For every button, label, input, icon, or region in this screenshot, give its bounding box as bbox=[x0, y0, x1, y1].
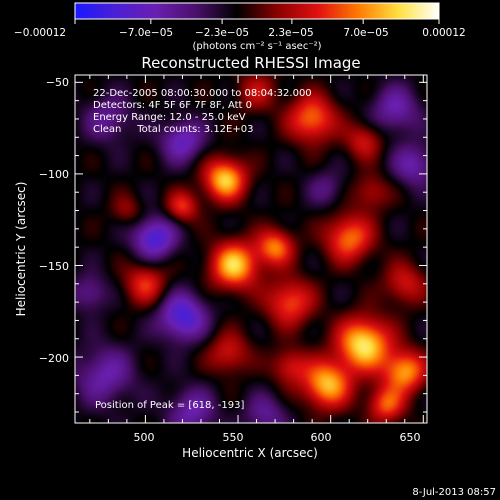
colorbar: −0.00012 −7.0e−05 −2.3e−05 2.3e−05 7.0e−… bbox=[14, 2, 466, 52]
annotation-line: Energy Range: 12.0 - 25.0 keV bbox=[93, 112, 246, 123]
annotation-line: Detectors: 4F 5F 6F 7F 8F, Att 0 bbox=[93, 100, 252, 111]
peak-position-label: Position of Peak = [618, -193] bbox=[95, 400, 244, 411]
y-axis-label: Heliocentric Y (arcsec) bbox=[14, 182, 28, 317]
x-tick-label: 600 bbox=[311, 431, 332, 444]
colorbar-tick-label: 0.00012 bbox=[422, 27, 465, 39]
chart-title: Reconstructed RHESSI Image bbox=[141, 54, 360, 72]
footer-date: 8-Jul-2013 08:57 bbox=[412, 487, 496, 498]
y-tick-label: −200 bbox=[39, 352, 69, 365]
y-tick-label: −150 bbox=[39, 260, 69, 273]
colorbar-tick-label: −0.00012 bbox=[14, 27, 66, 39]
colorbar-tick-label: −7.0e−05 bbox=[119, 27, 173, 39]
x-tick-label: 500 bbox=[134, 431, 155, 444]
x-tick-label: 550 bbox=[223, 431, 244, 444]
annotation-line: Clean Total counts: 3.12E+03 bbox=[93, 124, 253, 135]
colorbar-tick-label: 2.3e−05 bbox=[268, 27, 313, 39]
heatmap-raster bbox=[75, 75, 427, 423]
colorbar-unit-label: (photons cm⁻² s⁻¹ asec⁻²) bbox=[192, 41, 321, 52]
colorbar-ticks bbox=[74, 19, 440, 24]
heatmap-image bbox=[75, 75, 427, 423]
y-tick-label: −50 bbox=[46, 76, 69, 89]
colorbar-gradient bbox=[74, 2, 440, 20]
x-tick-label: 650 bbox=[400, 431, 421, 444]
plot-frame bbox=[74, 74, 428, 424]
y-tick-label: −100 bbox=[39, 168, 69, 181]
annotation-line: 22-Dec-2005 08:00:30.000 to 08:04:32.000 bbox=[93, 88, 312, 99]
annotation-block: 22-Dec-2005 08:00:30.000 to 08:04:32.000… bbox=[93, 88, 312, 135]
x-axis-label: Heliocentric X (arcsec) bbox=[182, 446, 318, 460]
colorbar-tick-label: −2.3e−05 bbox=[195, 27, 249, 39]
axis-ticks bbox=[75, 75, 427, 423]
colorbar-tick-label: 7.0e−05 bbox=[343, 27, 388, 39]
